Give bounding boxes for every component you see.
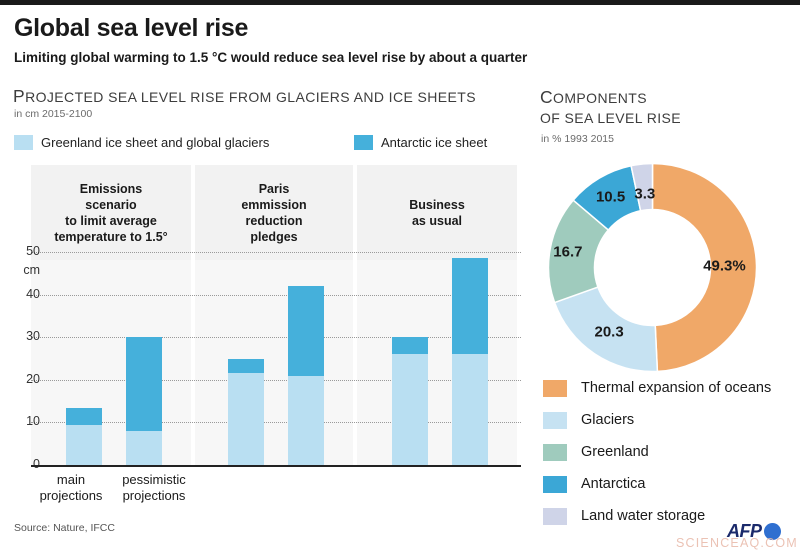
donut-legend-item: Land water storage: [543, 500, 798, 532]
donut-legend-swatch: [543, 475, 567, 493]
donut-chart-units: in % 1993 2015: [541, 133, 614, 145]
donut-chart-kicker: COMPONENTS OF SEA LEVEL RISE: [540, 87, 682, 126]
bar-segment-greenland-glaciers: [126, 430, 162, 465]
bar-chart-y-axis: 0 10 20 30 40 50: [14, 0, 40, 550]
legend-label-antarctic: Antarctic ice sheet: [381, 135, 488, 150]
donut-legend-label: Thermal expansion of oceans: [581, 380, 772, 396]
afp-logo: AFP: [727, 521, 781, 542]
y-axis-tick-label: 10: [26, 414, 40, 429]
plot-band-group-3: [357, 260, 517, 465]
donut-slice-value: 16.7: [553, 243, 583, 261]
column-header-emissions-scenario: Emissions scenario to limit average tempera…: [31, 165, 191, 260]
gridline: [31, 252, 521, 253]
y-axis-unit-label: cm: [23, 263, 40, 277]
y-axis-tick-label: 30: [26, 329, 40, 344]
bar-segment-greenland-glaciers: [452, 354, 488, 465]
legend-swatch-greenland-glaciers: [14, 135, 33, 150]
donut-legend-item: Antarctica: [543, 468, 798, 500]
gridline: [31, 294, 521, 296]
bar-stack: [392, 260, 428, 465]
legend-item-greenland-glaciers: Greenland ice sheet and global glaciers: [14, 135, 269, 150]
bar-segment-antarctic: [452, 258, 488, 355]
donut-chart-legend: Thermal expansion of oceans Glaciers Green…: [543, 372, 798, 532]
legend-item-antarctic: Antarctic ice sheet: [354, 135, 487, 150]
donut-chart: 49.3% 20.3 16.7 10.5 3.3: [545, 160, 760, 375]
bar-segment-antarctic: [288, 286, 324, 376]
site-watermark: SCIENCEAQ.COM: [676, 536, 798, 550]
top-accent-bar: [0, 0, 800, 5]
y-axis-tick-label: 0: [33, 457, 40, 471]
bar-segment-greenland-glaciers: [288, 375, 324, 465]
donut-slice-value: 10.5: [595, 188, 626, 206]
donut-legend-item: Greenland: [543, 436, 798, 468]
donut-legend-label: Antarctica: [581, 476, 646, 492]
page-subtitle: Limiting global warming to 1.5 °C would …: [14, 50, 528, 65]
y-axis-tick-label: 20: [26, 371, 40, 386]
gridline: [31, 379, 521, 381]
bar-segment-greenland-glaciers: [66, 424, 102, 465]
donut-legend-label: Land water storage: [581, 508, 706, 524]
x-category-main-projections: main projections: [39, 472, 103, 504]
gridline: [31, 422, 521, 424]
bar-stack: [228, 260, 264, 465]
donut-slice-value: 20.3: [594, 323, 624, 341]
donut-legend-swatch: [543, 411, 567, 429]
donut-legend-swatch: [543, 507, 567, 525]
bar-chart-legend: Greenland ice sheet and global glaciers …: [14, 135, 519, 153]
bar-segment-antarctic: [228, 358, 264, 374]
afp-logo-dot-icon: [763, 523, 781, 540]
bar-stack: [288, 260, 324, 465]
donut-legend-item: Glaciers: [543, 404, 798, 436]
donut-legend-label: Glaciers: [581, 412, 635, 428]
bar-chart-kicker: PROJECTED SEA LEVEL RISE FROM GLACIERS A…: [13, 86, 476, 106]
legend-swatch-antarctic: [354, 135, 373, 150]
bar-segment-antarctic: [126, 337, 162, 431]
donut-legend-swatch: [543, 379, 567, 397]
donut-legend-swatch: [543, 443, 567, 461]
x-category-pessimistic-projections: pessimistic projections: [122, 472, 186, 504]
donut-slice-value: 49.3%: [703, 257, 746, 275]
bar-segment-greenland-glaciers: [228, 373, 264, 465]
donut-slice: [651, 162, 758, 373]
bar-segment-antarctic: [392, 337, 428, 355]
gridline: [31, 337, 521, 339]
source-note: Source: Nature, IFCC: [14, 522, 115, 534]
donut-legend-label: Greenland: [581, 444, 649, 460]
page-title: Global sea level rise: [14, 14, 249, 42]
afp-logo-text: AFP: [727, 521, 762, 541]
column-header-business-as-usual: Business as usual: [357, 165, 517, 260]
bar-stack: [66, 260, 102, 465]
legend-label-greenland-glaciers: Greenland ice sheet and global glaciers: [41, 135, 270, 150]
bar-segment-greenland-glaciers: [392, 354, 428, 465]
column-header-paris-pledges: Paris emmission reduction pledges: [195, 165, 353, 260]
plot-band-group-1: [31, 260, 191, 465]
donut-slice-value: 3.3: [634, 185, 656, 203]
donut-slice: [630, 162, 654, 212]
y-axis-tick-label: 50: [26, 244, 40, 258]
y-axis-tick-label: 40: [26, 286, 40, 301]
bar-chart-units: in cm 2015-2100: [14, 108, 93, 120]
bar-segment-antarctic: [66, 407, 102, 425]
bar-chart-baseline: [31, 465, 521, 467]
bar-stack: [452, 258, 488, 465]
bar-stack: [126, 260, 162, 465]
plot-band-group-2: [195, 260, 353, 465]
donut-svg: [547, 162, 758, 373]
donut-legend-item: Thermal expansion of oceans: [543, 372, 798, 404]
